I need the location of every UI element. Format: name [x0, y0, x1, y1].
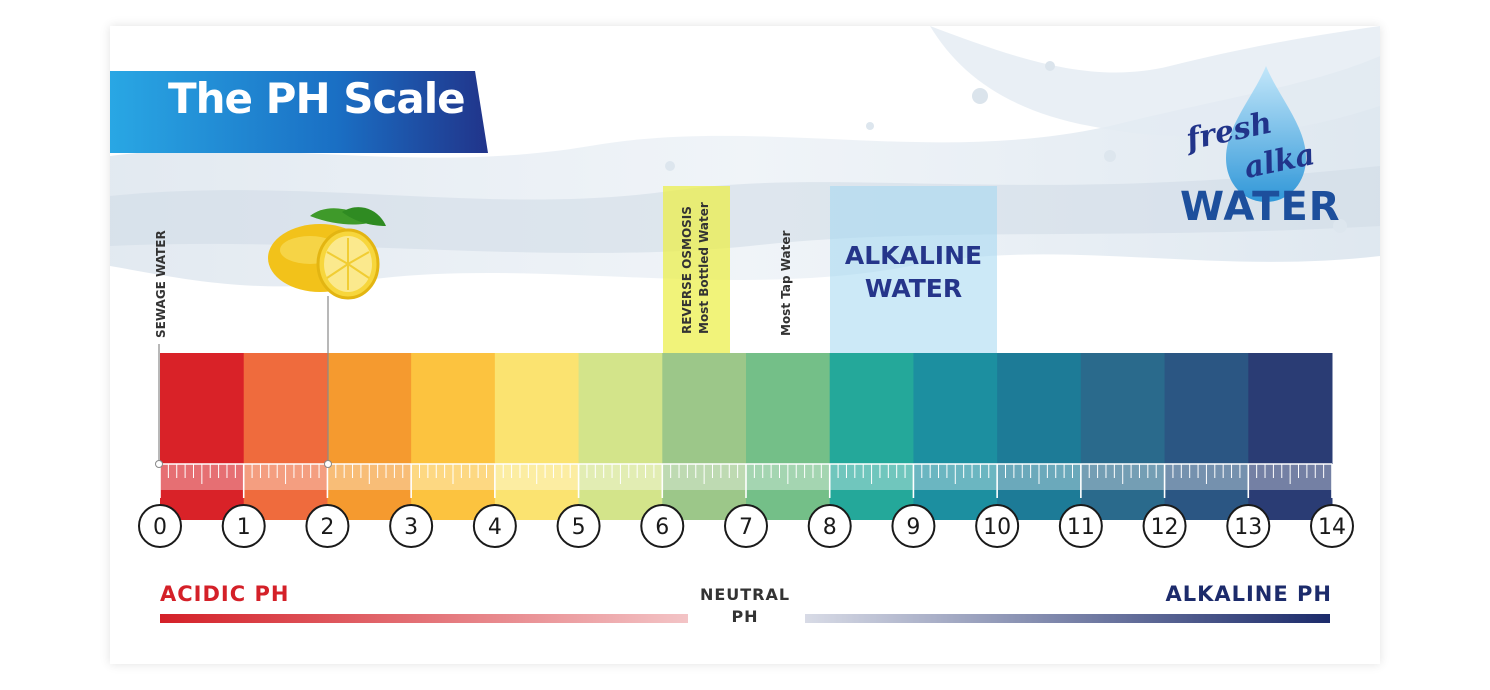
ph-band-12: [1164, 353, 1249, 520]
ph-number-label-0: 0: [153, 515, 167, 540]
ph-number-circle-5: [556, 504, 601, 548]
logo-water-text: WATER: [1180, 184, 1341, 230]
ph-number-circle-3: [389, 504, 434, 548]
ph-number-circle-10: [975, 504, 1020, 548]
neutral-line1: NEUTRAL: [699, 585, 791, 604]
ph-number-label-7: 7: [739, 515, 753, 540]
alkaline-ph-label: ALKALINE PH: [1165, 582, 1332, 606]
ph-band-4: [494, 353, 580, 520]
ph-band-7: [746, 353, 831, 520]
ph-number-circle-6: [640, 504, 685, 548]
ph-number-circle-1: [221, 504, 266, 548]
ph-band-9: [913, 353, 998, 520]
water-drop-icon: [1226, 66, 1306, 202]
ph-band-13: [1248, 353, 1333, 520]
ph-number-circle-0: [138, 504, 182, 548]
alkaline-gradient-bar: [805, 614, 1330, 623]
neutral-ph-label: NEUTRAL PH: [690, 584, 800, 628]
ph-number-circle-8: [807, 504, 852, 548]
alkaline-water-highlight: [830, 186, 997, 353]
ph-number-label-3: 3: [404, 515, 418, 540]
ph-number-circle-2: [305, 504, 350, 548]
water-splash-background: [110, 26, 1380, 287]
ph-number-label-12: 12: [1151, 515, 1179, 540]
ph-number-circle-13: [1226, 504, 1271, 548]
ph-number-label-14: 14: [1318, 515, 1346, 540]
neutral-line2: PH: [731, 607, 759, 626]
brand-logo: fresh alka WATER: [1178, 66, 1348, 241]
ph-number-circle-9: [891, 504, 936, 548]
ph-number-label-8: 8: [823, 515, 837, 540]
ph-band-5: [578, 353, 663, 520]
title-banner: [110, 71, 488, 153]
alkaline-water-line2: WATER: [864, 274, 963, 303]
acidic-gradient-bar: [160, 614, 688, 623]
lemon-icon: [268, 207, 386, 300]
ph-number-circle-14: [1310, 504, 1354, 548]
ph-band-10: [997, 353, 1082, 520]
reverse-osmosis-highlight: [663, 186, 730, 353]
ph-number-label-1: 1: [237, 515, 251, 540]
page-title: The PH Scale: [168, 74, 466, 123]
ph-number-label-6: 6: [655, 515, 669, 540]
ph-scale-chart: 0 1 2 3 4 5 6 7 8 9 10 11 12 13 14: [138, 207, 1354, 548]
ph-number-label-9: 9: [906, 515, 920, 540]
ph-number-label-4: 4: [488, 515, 502, 540]
sewage-pointer-dot: [155, 460, 163, 468]
ph-band-1: [243, 353, 328, 520]
acidic-ph-label: ACIDIC PH: [160, 582, 290, 606]
ph-number-label-5: 5: [572, 515, 586, 540]
alkaline-water-line1: ALKALINE: [844, 241, 983, 270]
ph-number-label-2: 2: [320, 515, 334, 540]
ph-number-circle-7: [724, 504, 768, 548]
ph-number-label-11: 11: [1067, 515, 1095, 540]
alkaline-water-label: ALKALINE WATER: [830, 239, 997, 305]
ph-scale-card: The PH Scale fresh alka WATER ALKALINE W…: [110, 26, 1380, 664]
ph-number-circle-11: [1058, 504, 1103, 548]
ph-band-2: [327, 353, 412, 520]
lemon-pointer-dot: [324, 460, 332, 468]
ph-number-circle-12: [1142, 504, 1187, 548]
ph-band-11: [1080, 353, 1166, 520]
ph-band-3: [411, 353, 496, 520]
ph-band-0: [160, 353, 245, 520]
ph-number-label-10: 10: [983, 515, 1011, 540]
ph-band-8: [829, 353, 914, 520]
ph-number-circle-4: [472, 504, 517, 548]
ph-number-label-13: 13: [1234, 515, 1262, 540]
ph-band-6: [662, 353, 747, 520]
